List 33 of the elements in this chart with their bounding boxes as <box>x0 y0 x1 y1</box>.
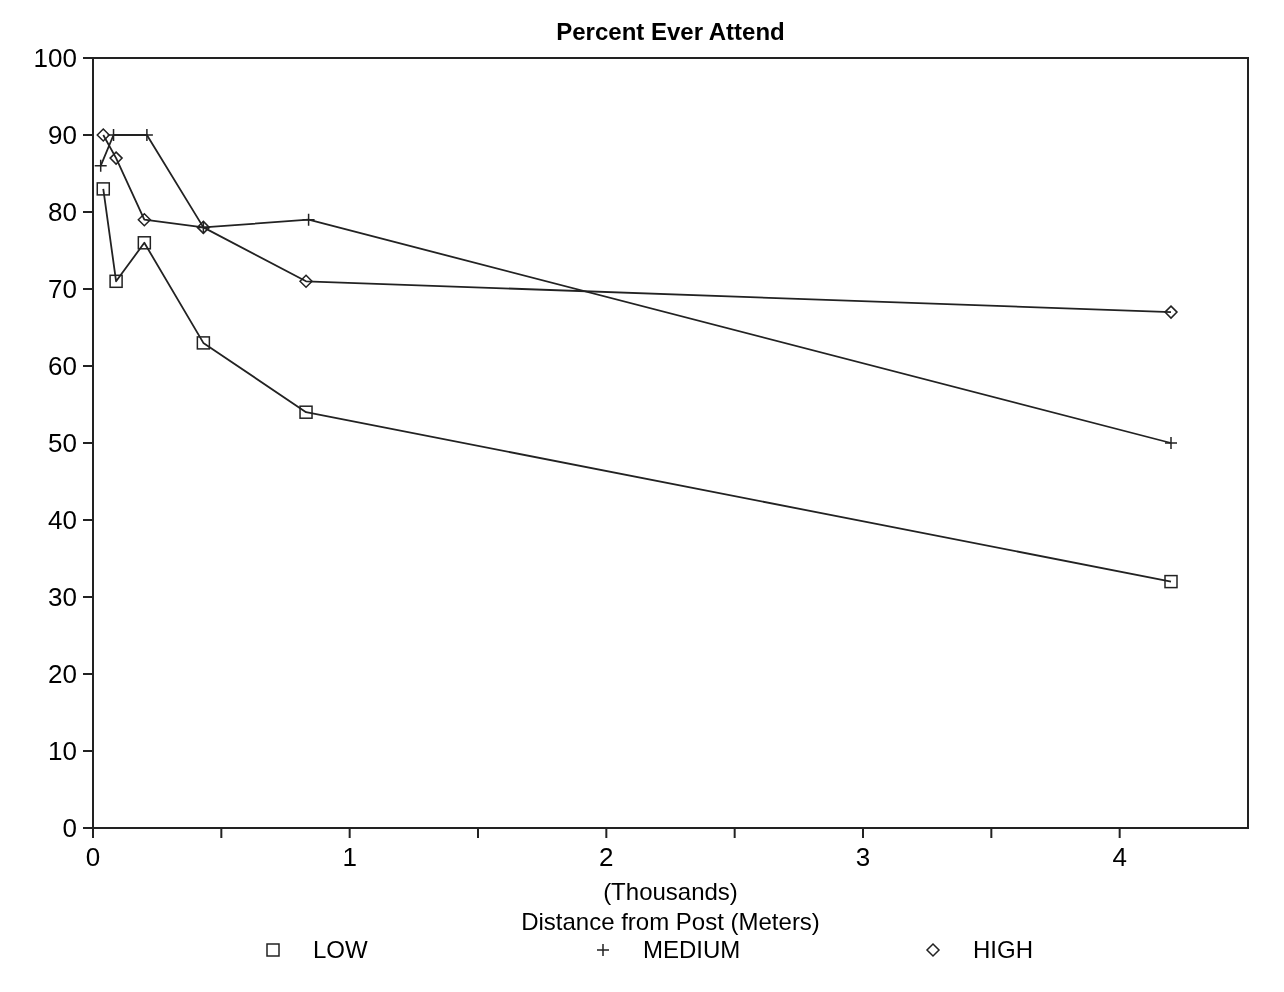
y-tick-label: 70 <box>48 274 77 305</box>
legend-label: LOW <box>313 936 369 963</box>
y-tick-label: 20 <box>48 659 77 690</box>
x-tick-label: 3 <box>855 842 871 872</box>
y-tick-label: 10 <box>48 736 77 767</box>
y-tick-label: 100 <box>33 43 77 74</box>
y-tick-label: 90 <box>48 120 77 151</box>
legend-label: MEDIUM <box>643 936 741 963</box>
point <box>196 336 211 350</box>
y-tick-label: 80 <box>48 197 77 228</box>
legend-label: HIGH <box>973 936 1033 963</box>
y-tick-label: 40 <box>48 505 77 536</box>
y-tick-label: 30 <box>48 582 77 613</box>
chart-title: Percent Ever Attend <box>556 18 785 45</box>
point <box>1164 305 1178 319</box>
x-tick-label: 2 <box>599 842 614 872</box>
point <box>96 128 111 142</box>
point <box>96 182 111 196</box>
y-tick-label: 60 <box>48 351 77 382</box>
y-tick-label: 50 <box>48 428 77 459</box>
point <box>137 212 152 227</box>
y-tick-label: 0 <box>62 813 77 844</box>
point <box>109 274 123 289</box>
point <box>1164 574 1178 589</box>
x-axis-title: Distance from Post (Meters) <box>521 908 820 935</box>
x-tick-label: 4 <box>1112 842 1127 872</box>
text: (Thousands) <box>603 878 738 905</box>
point <box>299 405 313 419</box>
x-tick-label: 1 <box>342 842 357 872</box>
x-tick-label: 0 <box>85 842 101 872</box>
point <box>109 151 123 165</box>
point <box>299 274 313 289</box>
point <box>137 236 152 250</box>
